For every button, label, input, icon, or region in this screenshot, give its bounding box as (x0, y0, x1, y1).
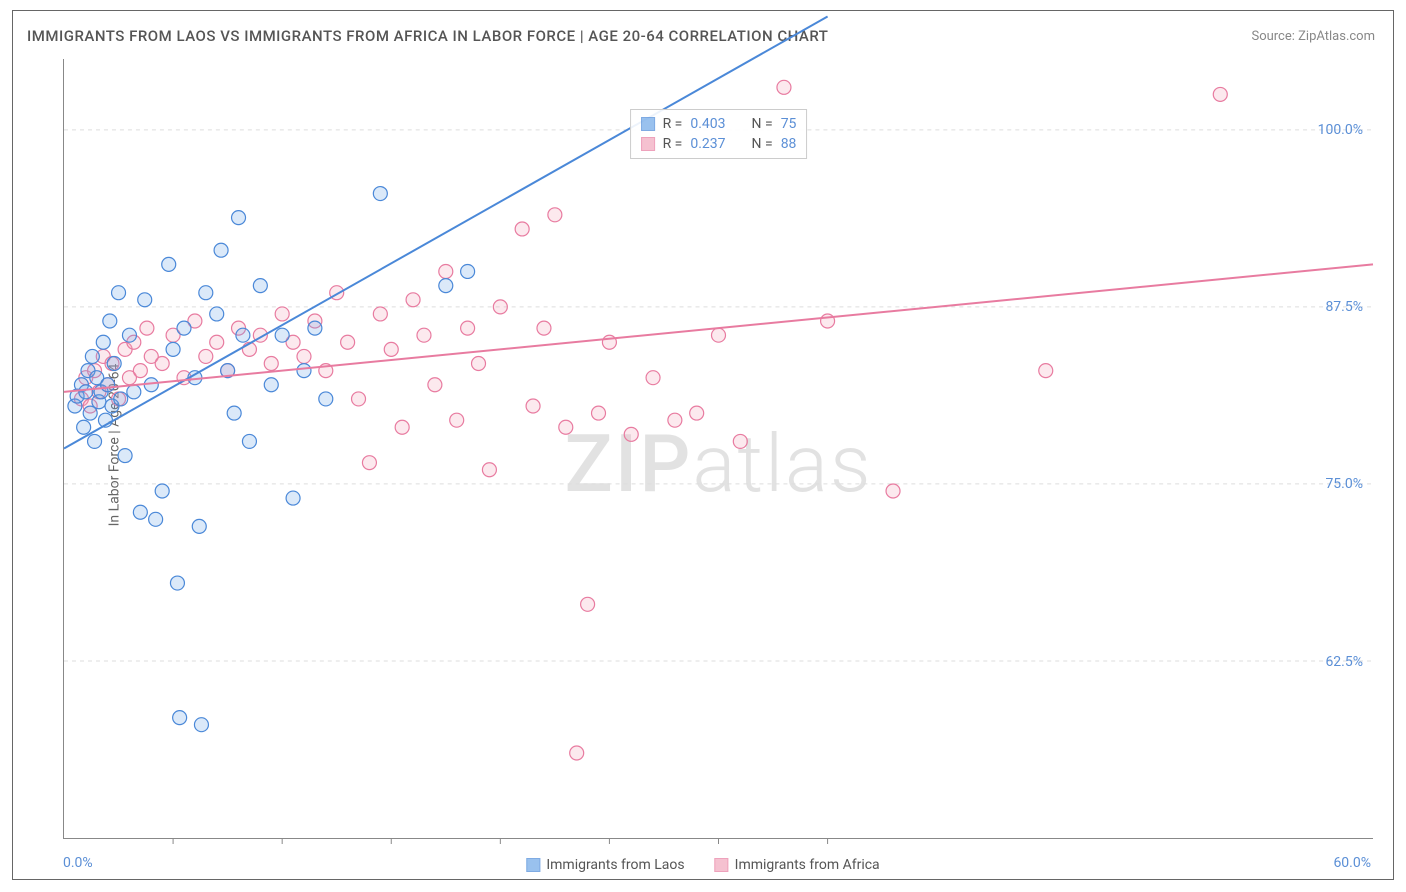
legend-item-africa: Immigrants from Africa (715, 857, 880, 873)
legend-label-africa: Immigrants from Africa (735, 857, 880, 873)
swatch-africa (641, 137, 655, 151)
plot-area: ZIPatlas 62.5%75.0%87.5%100.0% R = 0.403… (63, 59, 1373, 839)
legend-item-laos: Immigrants from Laos (526, 857, 684, 873)
plot-svg (64, 59, 1373, 838)
stats-row-laos: R = 0.403 N = 75 (641, 114, 797, 134)
y-tick-label: 100.0% (1318, 122, 1363, 138)
swatch-laos-icon (526, 858, 540, 872)
chart-title: IMMIGRANTS FROM LAOS VS IMMIGRANTS FROM … (27, 27, 828, 45)
y-tick-label: 75.0% (1325, 476, 1363, 492)
n-value-laos: 75 (781, 116, 797, 132)
swatch-africa-icon (715, 858, 729, 872)
legend-label-laos: Immigrants from Laos (546, 857, 684, 873)
bottom-legend: Immigrants from Laos Immigrants from Afr… (526, 857, 879, 873)
y-tick-label: 87.5% (1325, 299, 1363, 315)
source-label: Source: ZipAtlas.com (1251, 29, 1375, 44)
n-label: N = (752, 116, 773, 132)
swatch-laos (641, 117, 655, 131)
chart-container: IMMIGRANTS FROM LAOS VS IMMIGRANTS FROM … (12, 10, 1394, 880)
y-tick-label: 62.5% (1325, 654, 1363, 670)
r-label: R = (663, 136, 683, 152)
x-max-label: 60.0% (1333, 855, 1371, 871)
n-value-africa: 88 (781, 136, 797, 152)
r-value-africa: 0.237 (690, 136, 725, 152)
r-label: R = (663, 116, 683, 132)
stats-row-africa: R = 0.237 N = 88 (641, 134, 797, 154)
x-min-label: 0.0% (63, 855, 93, 871)
r-value-laos: 0.403 (690, 116, 725, 132)
n-label: N = (752, 136, 773, 152)
stats-legend-box: R = 0.403 N = 75 R = 0.237 N = 88 (630, 109, 808, 159)
